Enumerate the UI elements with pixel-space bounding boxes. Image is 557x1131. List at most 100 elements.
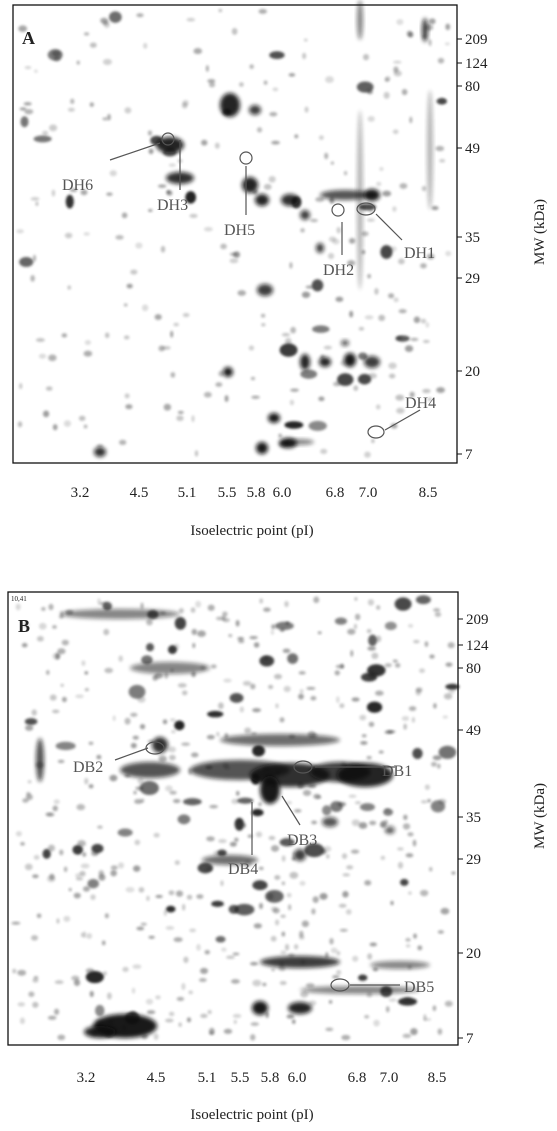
gel-spot xyxy=(83,232,90,236)
annotation-arrows xyxy=(109,132,421,992)
gel-spot xyxy=(176,415,184,422)
gel-spot xyxy=(429,18,436,25)
gel-spot xyxy=(195,600,202,608)
gel-spot xyxy=(218,702,224,710)
gel-spot xyxy=(89,102,94,107)
gel-spot xyxy=(253,923,262,929)
gel-spot xyxy=(409,391,415,398)
gel-spot xyxy=(351,697,360,702)
gel-spot xyxy=(251,808,264,817)
gel-spot xyxy=(252,880,268,891)
gel-spot xyxy=(84,1026,116,1038)
gel-spot xyxy=(79,871,86,877)
gel-spot xyxy=(367,953,373,960)
gel-spot xyxy=(403,814,408,821)
gel-spot xyxy=(279,838,295,847)
gel-spot xyxy=(162,719,168,725)
gel-spot xyxy=(163,403,172,411)
gel-spot xyxy=(106,192,113,196)
gel-spot xyxy=(433,608,441,612)
gel-spot xyxy=(35,338,45,342)
gel-spot xyxy=(398,309,407,314)
x-tick-label: 3.2 xyxy=(77,1070,96,1086)
gel-spot xyxy=(242,680,252,686)
gel-spot xyxy=(232,1013,242,1019)
gel-spot xyxy=(413,639,420,644)
gel-spot xyxy=(177,814,191,825)
gel-spot xyxy=(282,648,291,654)
gel-spot xyxy=(178,1022,182,1027)
corner-text: 10,41 xyxy=(11,595,27,603)
gel-spot xyxy=(177,683,187,688)
gel-spot xyxy=(442,715,449,719)
gel-spot xyxy=(118,655,123,662)
gel-spot xyxy=(139,723,146,730)
gel-spot xyxy=(24,718,38,726)
gel-spot xyxy=(220,880,224,887)
gel-spot xyxy=(407,623,414,628)
gel-spot xyxy=(370,961,430,969)
gel-spot xyxy=(165,1018,174,1023)
gel-spot xyxy=(135,786,144,791)
gel-spot xyxy=(32,1001,39,1008)
gel-spot xyxy=(397,861,404,869)
gel-spot xyxy=(140,798,145,803)
gel-spot xyxy=(31,935,39,941)
gel-spot xyxy=(451,871,456,875)
gel-spot xyxy=(191,752,199,758)
gel-spot xyxy=(429,654,435,659)
gel-spot xyxy=(27,780,32,784)
gel-spot xyxy=(220,734,340,746)
gel-spot xyxy=(311,820,317,825)
gel-spot xyxy=(411,717,415,723)
gel-spot xyxy=(354,613,361,621)
gel-spot xyxy=(139,781,159,796)
gel-spot xyxy=(136,926,145,931)
gel-spot xyxy=(215,935,226,943)
gel-spot xyxy=(261,323,266,327)
gel-spot xyxy=(358,326,365,331)
gel-spot xyxy=(274,875,281,880)
gel-spot xyxy=(203,391,212,398)
gel-spot xyxy=(42,410,50,418)
gel-spot xyxy=(106,992,112,1000)
gel-spot xyxy=(216,731,220,737)
gel-spot xyxy=(126,283,133,289)
gel-spot xyxy=(364,315,374,320)
gel-spot xyxy=(145,998,154,1005)
gel-spot xyxy=(395,335,410,342)
gel-spot xyxy=(376,181,382,187)
gel-spot xyxy=(353,385,359,391)
gel-spot xyxy=(207,1009,212,1015)
gel-spot xyxy=(433,703,437,709)
gel-spot xyxy=(231,27,238,35)
gel-spot xyxy=(20,841,25,846)
gel-spot xyxy=(289,871,299,879)
gel-spot xyxy=(445,662,453,667)
x-tick-label: 7.0 xyxy=(359,485,378,501)
gel-spot xyxy=(334,670,340,676)
gel-spot xyxy=(312,325,330,333)
gel-spot xyxy=(420,263,427,269)
gel-spot xyxy=(368,634,378,647)
gel-spot xyxy=(361,250,366,255)
gel-spot xyxy=(405,853,414,858)
gel-spot xyxy=(84,777,89,785)
x-tick-label: 4.5 xyxy=(130,485,149,501)
gel-spot xyxy=(36,738,44,782)
gel-spot xyxy=(447,642,455,649)
gel-spot xyxy=(98,874,106,881)
gel-spot xyxy=(224,732,229,739)
gel-spot xyxy=(358,822,368,829)
gel-spot xyxy=(363,53,370,61)
gel-spot xyxy=(374,287,379,295)
gel-spot xyxy=(72,844,84,855)
gel-spot xyxy=(403,997,412,1002)
y-tick-label: 80 xyxy=(465,79,480,95)
gel-spot xyxy=(147,130,153,136)
gel-spot xyxy=(413,933,417,939)
gel-spot xyxy=(71,975,80,981)
gel-spot xyxy=(380,855,386,860)
gel-spot xyxy=(303,38,308,42)
gel-spot xyxy=(249,105,261,115)
